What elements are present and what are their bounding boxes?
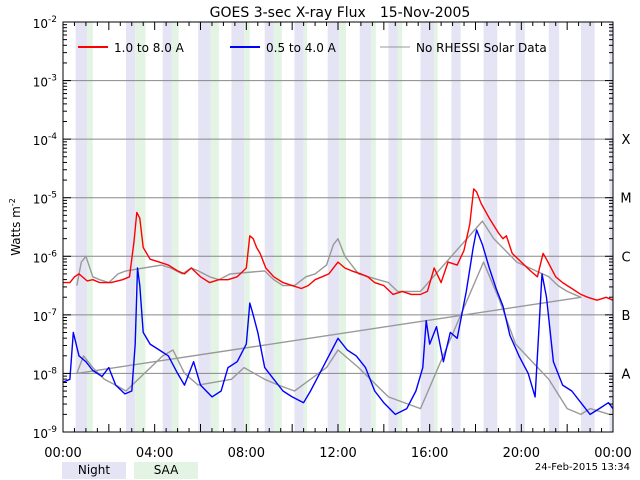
- y-tick-label: 10-6: [33, 249, 58, 265]
- saa-band-7: [339, 22, 347, 432]
- night-band-0: [75, 22, 88, 432]
- x-tick-label: 08:00: [228, 446, 265, 461]
- legend: 1.0 to 8.0 A 0.5 to 4.0 A No RHESSI Solar …: [78, 41, 547, 55]
- x-tick-label: 04:00: [136, 446, 173, 461]
- y-tick-label: 10-7: [33, 308, 57, 324]
- night-band-15: [580, 22, 595, 432]
- flare-class-M: M: [620, 192, 631, 207]
- night-band-14: [548, 22, 560, 432]
- saa-band-8: [371, 22, 376, 432]
- legend-label-1: 0.5 to 4.0 A: [266, 41, 337, 55]
- saa-band-0: [87, 22, 93, 432]
- saa-band-6: [303, 22, 308, 432]
- night-band-9: [388, 22, 398, 432]
- saa-legend-label: SAA: [153, 463, 179, 477]
- saa-band-10: [434, 22, 438, 432]
- night-band-3: [198, 22, 211, 432]
- flare-class-B: B: [622, 309, 631, 324]
- night-band-12: [483, 22, 498, 432]
- night-band-16: [609, 22, 613, 432]
- timestamp: 24-Feb-2015 13:34: [534, 462, 630, 473]
- night-band-1: [126, 22, 136, 432]
- x-tick-label: 12:00: [319, 446, 356, 461]
- x-tick-label: 00:00: [44, 446, 81, 461]
- y-tick-label: 10-3: [33, 74, 57, 90]
- night-band-5: [264, 22, 274, 432]
- flare-class-C: C: [621, 250, 630, 265]
- saa-band-2: [171, 22, 179, 432]
- saa-band-5: [273, 22, 282, 432]
- night-band-8: [359, 22, 372, 432]
- night-band-13: [515, 22, 525, 432]
- legend-label-0: 1.0 to 8.0 A: [114, 41, 185, 55]
- data-series: [62, 188, 614, 416]
- background-bands: [75, 22, 613, 432]
- axis-ticks: 10-2 10-3 10-4 10-5 10-6 10-7 10-8 10-9 00:00 04:…: [33, 15, 632, 461]
- night-band-11: [451, 22, 461, 432]
- y-tick-label: 10-9: [33, 425, 58, 441]
- night-band-6: [294, 22, 304, 432]
- series-1-0-to-8-0-a: [63, 188, 614, 301]
- y-tick-label: 10-4: [33, 132, 58, 148]
- y-tick-label: 10-5: [33, 191, 57, 207]
- chart-title: GOES 3-sec X-ray Flux 15-Nov-2005: [210, 5, 471, 21]
- y-tick-label: 10-8: [33, 366, 58, 382]
- night-band-7: [327, 22, 340, 432]
- series-0-5-to-4-0-a: [62, 229, 614, 416]
- flare-class-A: A: [622, 367, 631, 382]
- saa-band-4: [244, 22, 250, 432]
- night-legend: Night: [62, 462, 126, 479]
- x-tick-label: 20:00: [503, 446, 540, 461]
- gridlines: [63, 80, 613, 374]
- night-band-10: [420, 22, 435, 432]
- night-legend-label: Night: [77, 463, 111, 477]
- x-tick-label: 00:00: [594, 446, 631, 461]
- flare-class-X: X: [622, 133, 631, 148]
- y-tick-label: 10-2: [33, 15, 57, 31]
- x-tick-label: 16:00: [411, 446, 448, 461]
- y-axis-label: Watts m-2: [8, 198, 23, 256]
- saa-band-3: [210, 22, 219, 432]
- legend-label-2: No RHESSI Solar Data: [416, 41, 547, 55]
- saa-legend: SAA: [134, 462, 198, 479]
- night-band-4: [231, 22, 245, 432]
- night-band-2: [162, 22, 172, 432]
- saa-band-9: [397, 22, 403, 432]
